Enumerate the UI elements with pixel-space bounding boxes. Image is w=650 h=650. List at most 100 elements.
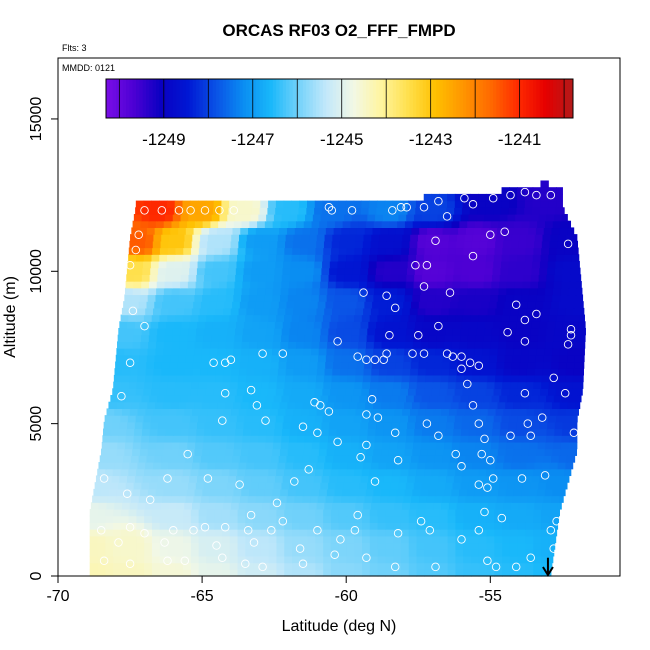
heatmap-cell <box>493 415 503 423</box>
heatmap-cell <box>519 301 529 309</box>
heatmap-cell <box>290 321 299 329</box>
heatmap-cell <box>428 334 438 342</box>
heatmap-cell <box>329 475 338 483</box>
heatmap-cell <box>433 307 442 316</box>
heatmap-cell <box>201 227 210 235</box>
heatmap-cell <box>191 381 200 389</box>
heatmap-cell <box>392 314 402 322</box>
heatmap-cell <box>277 240 286 249</box>
heatmap-cell <box>235 214 244 222</box>
heatmap-cell <box>366 287 375 296</box>
heatmap-cell <box>219 435 228 443</box>
heatmap-cell <box>448 502 458 510</box>
heatmap-cell <box>180 327 189 336</box>
heatmap-cell <box>439 529 449 537</box>
heatmap-cell <box>486 508 495 517</box>
heatmap-cell <box>345 200 355 208</box>
colorbar-segment <box>549 79 554 118</box>
heatmap-cell <box>439 549 449 557</box>
heatmap-cell <box>509 388 518 396</box>
heatmap-cell <box>575 448 578 456</box>
heatmap-cell <box>357 401 366 410</box>
heatmap-cell <box>350 287 360 296</box>
heatmap-cell <box>379 455 389 463</box>
heatmap-cell <box>139 448 149 456</box>
heatmap-cell <box>266 327 275 336</box>
heatmap-cell <box>259 421 268 430</box>
heatmap-cell <box>364 361 373 369</box>
heatmap-cell <box>417 408 427 416</box>
colorbar-segment <box>166 79 170 118</box>
heatmap-cell <box>135 254 145 262</box>
heatmap-cell <box>364 227 374 235</box>
heatmap-cell <box>269 374 278 383</box>
heatmap-cell <box>284 381 293 389</box>
heatmap-cell <box>132 220 141 229</box>
heatmap-cell <box>308 307 317 316</box>
heatmap-cell <box>278 455 288 463</box>
heatmap-cell <box>377 549 386 557</box>
sample-point <box>183 449 192 459</box>
heatmap-cell <box>155 294 164 302</box>
heatmap-cell <box>513 448 522 456</box>
heatmap-cell <box>499 274 509 282</box>
heatmap-cell <box>552 448 561 456</box>
heatmap-cell <box>465 455 474 463</box>
heatmap-cell <box>327 287 336 296</box>
heatmap-cell <box>400 555 410 564</box>
heatmap-cell <box>550 361 560 369</box>
heatmap-cell <box>253 522 262 530</box>
heatmap-cell <box>533 314 542 322</box>
heatmap-cell <box>330 529 340 537</box>
heatmap-cell <box>519 361 529 369</box>
heatmap-cell <box>347 234 357 242</box>
heatmap-cell <box>533 569 542 577</box>
heatmap-cell <box>289 327 298 336</box>
heatmap-cell <box>509 542 519 550</box>
heatmap-cell <box>214 562 223 570</box>
heatmap-cell <box>325 227 335 235</box>
heatmap-cell <box>284 562 293 570</box>
heatmap-cell <box>155 341 165 349</box>
heatmap-cell <box>255 495 264 503</box>
heatmap-cell <box>575 348 584 356</box>
heatmap-cell <box>140 441 150 450</box>
heatmap-cell <box>546 428 555 436</box>
heatmap-cell <box>192 361 202 369</box>
heatmap-cell <box>415 415 425 423</box>
heatmap-cell <box>494 508 503 517</box>
sample-point <box>474 526 484 535</box>
heatmap-cell <box>476 395 485 403</box>
sample-point <box>393 529 403 538</box>
heatmap-cell <box>236 415 246 423</box>
heatmap-cell <box>305 327 314 336</box>
heatmap-cell <box>211 428 221 436</box>
heatmap-cell <box>281 327 291 336</box>
heatmap-cell <box>261 381 270 389</box>
heatmap-cell <box>473 227 483 235</box>
heatmap-cell <box>426 495 436 503</box>
heatmap-cell <box>569 435 578 443</box>
heatmap-cell <box>382 281 391 289</box>
heatmap-cell <box>159 549 169 557</box>
heatmap-cell <box>113 549 122 557</box>
heatmap-cell <box>540 415 549 423</box>
heatmap-cell <box>112 468 122 477</box>
heatmap-cell <box>201 348 211 356</box>
heatmap-cell <box>220 321 229 329</box>
heatmap-cell <box>532 388 541 396</box>
heatmap-cell <box>369 314 378 322</box>
heatmap-cell <box>389 488 398 497</box>
heatmap-cell <box>168 368 178 376</box>
heatmap-cell <box>473 361 482 369</box>
heatmap-cell <box>240 401 250 410</box>
heatmap-cell <box>270 301 280 309</box>
heatmap-cell <box>129 408 139 416</box>
heatmap-cell <box>355 374 364 383</box>
heatmap-cell <box>191 307 201 316</box>
heatmap-cell <box>484 214 493 222</box>
heatmap-cell <box>528 348 538 356</box>
heatmap-cell <box>467 287 476 296</box>
heatmap-cell <box>268 254 277 262</box>
heatmap-cell <box>233 348 242 356</box>
